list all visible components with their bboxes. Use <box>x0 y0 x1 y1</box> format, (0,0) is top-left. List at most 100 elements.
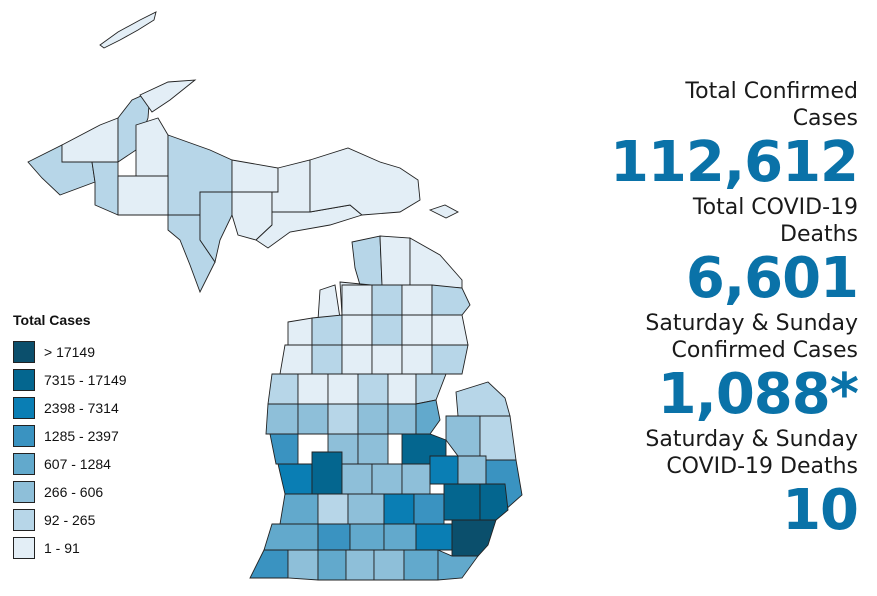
county-eaton[interactable] <box>347 493 385 525</box>
legend-item: 92 - 265 <box>13 506 127 534</box>
county-clare[interactable] <box>357 373 389 405</box>
county-tuscola[interactable] <box>445 415 481 457</box>
county-gratiot[interactable] <box>357 433 389 465</box>
county-iosco[interactable] <box>431 344 469 375</box>
county-manistee[interactable] <box>279 344 313 375</box>
county-isle-royale[interactable] <box>99 11 157 49</box>
county-sanilac[interactable] <box>479 415 517 461</box>
county-alger[interactable] <box>231 159 279 193</box>
county-cheboygan[interactable] <box>379 235 411 286</box>
county-alcona[interactable] <box>431 314 469 346</box>
county-mason[interactable] <box>267 373 299 405</box>
county-presque-isle[interactable] <box>409 237 463 289</box>
legend-item: 607 - 1284 <box>13 450 127 478</box>
county-grand-traverse[interactable] <box>311 314 343 346</box>
stat-label: Confirmed Cases <box>671 338 858 363</box>
county-leelanau[interactable] <box>317 284 341 321</box>
county-gladwin[interactable] <box>387 373 417 405</box>
county-drummond[interactable] <box>428 204 459 219</box>
county-branch[interactable] <box>345 549 375 581</box>
county-monroe[interactable] <box>437 549 479 581</box>
county-alpena[interactable] <box>431 284 471 316</box>
county-midland[interactable] <box>387 403 417 435</box>
county-arenac[interactable] <box>415 373 447 405</box>
county-kalkaska[interactable] <box>341 314 373 346</box>
county-chippewa[interactable] <box>309 147 421 216</box>
legend-item: 2398 - 7314 <box>13 394 127 422</box>
county-calhoun[interactable] <box>349 523 385 551</box>
county-otsego[interactable] <box>371 284 403 316</box>
county-macomb[interactable] <box>479 483 509 521</box>
county-luce[interactable] <box>271 159 311 213</box>
stat-value: 6,601 <box>685 246 859 311</box>
county-missaukee[interactable] <box>341 344 373 375</box>
county-keweenaw[interactable] <box>139 79 197 113</box>
county-baraga[interactable] <box>135 117 169 177</box>
legend-swatch <box>13 453 35 475</box>
legend-swatch <box>13 509 35 531</box>
county-lapeer[interactable] <box>457 455 487 485</box>
legend-swatch <box>13 537 35 559</box>
county-ontonagon[interactable] <box>61 117 119 163</box>
legend-swatch <box>13 369 35 391</box>
county-muskegon[interactable] <box>269 433 299 465</box>
legend-label: > 17149 <box>44 344 95 360</box>
county-oscoda[interactable] <box>401 314 433 346</box>
county-newaygo[interactable] <box>297 403 329 435</box>
county-crawford[interactable] <box>371 314 403 346</box>
county-cass[interactable] <box>287 549 319 581</box>
county-clinton[interactable] <box>371 463 403 495</box>
county-kalamazoo[interactable] <box>317 523 351 551</box>
county-iron[interactable] <box>91 161 119 216</box>
county-st-joseph[interactable] <box>317 549 347 581</box>
county-benzie[interactable] <box>287 317 313 346</box>
stat-label: Saturday & Sunday <box>645 311 858 336</box>
county-wexford[interactable] <box>311 344 343 375</box>
legend-item: > 17149 <box>13 338 127 366</box>
stat-label: COVID-19 Deaths <box>666 454 858 479</box>
legend-label: 7315 - 17149 <box>44 372 127 388</box>
county-livingston[interactable] <box>413 493 445 525</box>
stat-label: Total Confirmed <box>685 79 858 104</box>
county-mecosta[interactable] <box>327 403 359 435</box>
county-antrim[interactable] <box>341 284 373 316</box>
county-wayne[interactable] <box>451 519 497 557</box>
legend-swatch <box>13 425 35 447</box>
county-emmet[interactable] <box>351 235 383 286</box>
county-oceana[interactable] <box>265 403 299 435</box>
county-osceola[interactable] <box>327 373 359 405</box>
county-bay[interactable] <box>415 399 441 435</box>
county-shiawassee[interactable] <box>401 463 431 495</box>
county-genesee[interactable] <box>429 455 459 485</box>
map-legend: Total Cases > 17149 7315 - 17149 2398 - 73… <box>13 312 127 562</box>
legend-swatch <box>13 397 35 419</box>
stat-value: 10 <box>782 478 859 543</box>
county-roscommon[interactable] <box>371 344 403 375</box>
county-huron[interactable] <box>455 381 511 417</box>
county-dickinson[interactable] <box>117 175 169 216</box>
legend-label: 2398 - 7314 <box>44 400 119 416</box>
county-lake[interactable] <box>297 373 329 405</box>
county-berrien[interactable] <box>249 549 289 579</box>
county-ottawa[interactable] <box>277 463 313 495</box>
legend-label: 92 - 265 <box>44 512 96 528</box>
county-ingham[interactable] <box>383 493 415 525</box>
county-washtenaw[interactable] <box>415 523 453 551</box>
county-hillsdale[interactable] <box>373 549 405 581</box>
county-allegan[interactable] <box>279 493 319 525</box>
county-isabella[interactable] <box>357 403 389 435</box>
county-montmorency[interactable] <box>401 284 433 316</box>
stat-label: Saturday & Sunday <box>645 427 858 452</box>
county-barry[interactable] <box>317 493 349 525</box>
legend-title: Total Cases <box>13 312 91 328</box>
stat-label: Deaths <box>780 222 858 247</box>
stat-value: 1,088* <box>657 362 859 427</box>
county-kent[interactable] <box>311 451 343 495</box>
county-oakland[interactable] <box>443 483 481 521</box>
legend-item: 266 - 606 <box>13 478 127 506</box>
county-ionia[interactable] <box>341 463 373 495</box>
county-lenawee[interactable] <box>403 549 439 581</box>
county-jackson[interactable] <box>383 523 417 551</box>
county-van-buren[interactable] <box>263 523 319 551</box>
county-ogemaw[interactable] <box>401 344 433 375</box>
